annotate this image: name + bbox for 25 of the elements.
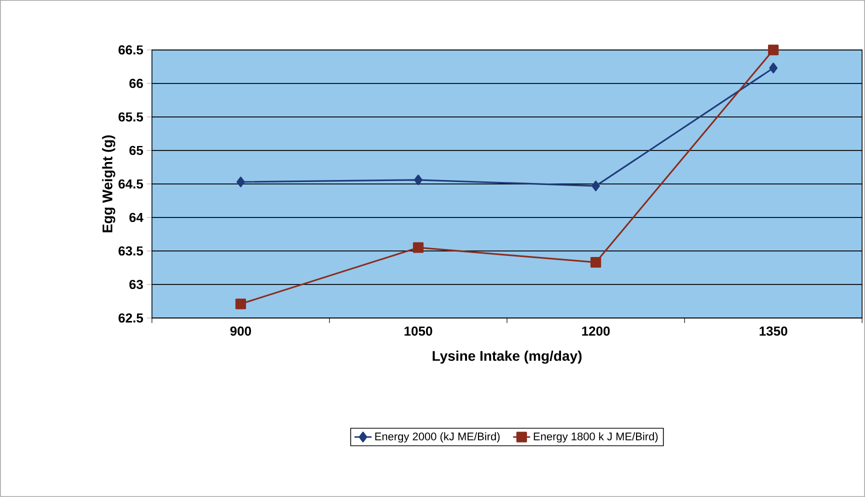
point [769, 62, 778, 74]
point [592, 180, 600, 192]
y-tick-label: 65 [129, 146, 144, 156]
y-tick-label: 66.5 [118, 45, 144, 55]
point [768, 44, 779, 56]
point [414, 174, 422, 186]
point [235, 298, 246, 310]
y-tick-label: 63.5 [118, 246, 144, 256]
y-axis-title: Egg Weight (g) [102, 135, 116, 232]
point [590, 257, 602, 268]
y-tick-label: 62.5 [118, 313, 144, 323]
x-tick-label: 1200 [582, 326, 610, 336]
y-tick-label: 63 [129, 280, 143, 290]
y-tick-label: 65.5 [118, 112, 144, 122]
y-tick-label: 66 [129, 78, 143, 88]
y-tick-label: 64.5 [118, 179, 144, 189]
x-axis-title: Lysine Intake (mg/day) [432, 350, 582, 364]
point [236, 176, 245, 188]
x-tick-label: 900 [230, 326, 252, 336]
legend-label: Energy 1800 k J ME/Bird) [534, 432, 658, 443]
legend-label: Energy 2000 (kJ ME/Bird) [375, 432, 500, 443]
point [412, 242, 424, 253]
x-tick-label: 1350 [760, 326, 788, 336]
y-tick-label: 64 [129, 212, 144, 222]
x-tick-label: 1050 [404, 326, 432, 336]
